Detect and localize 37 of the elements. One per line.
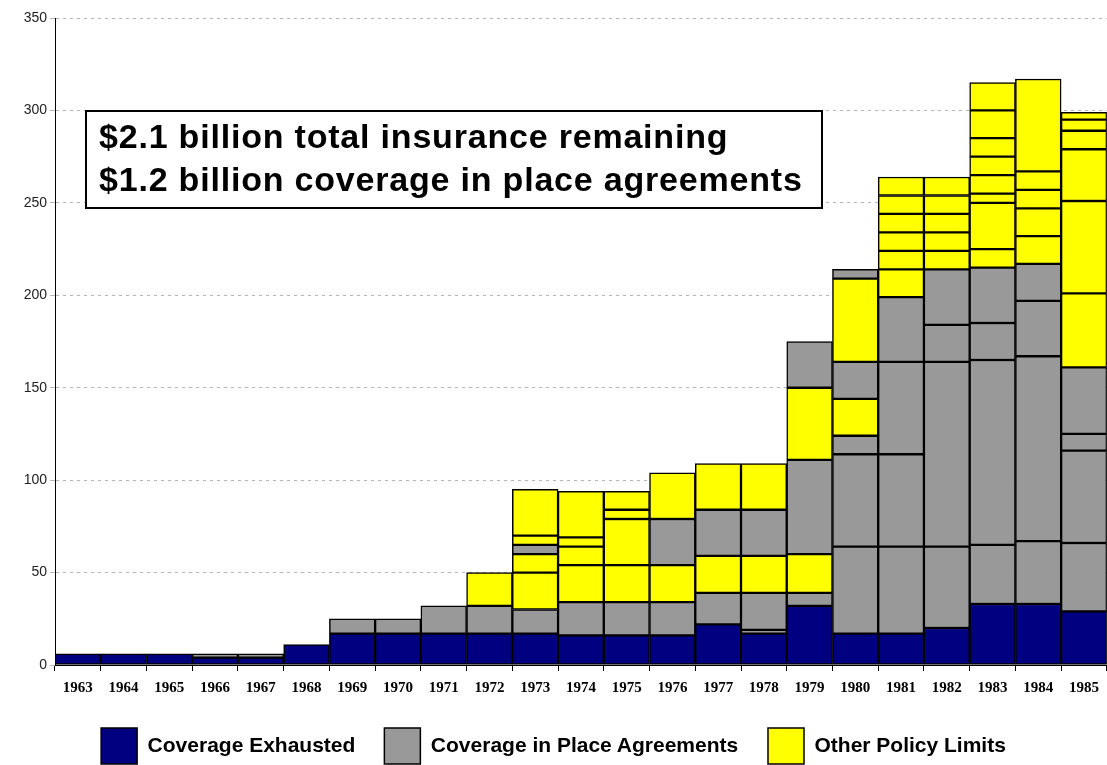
x-tick-label: 1976 (657, 678, 688, 695)
y-tick-label: 200 (23, 286, 48, 303)
x-tick-label: 1963 (62, 678, 93, 695)
x-tick-label: 1980 (840, 678, 871, 695)
x-tick-label: 1978 (748, 678, 779, 695)
x-tick-label: 1979 (794, 678, 825, 695)
legend-label: Other Policy Limits (814, 732, 1006, 756)
annotation: $1.2 billion coverage in place agreements (99, 159, 804, 200)
y-tick-label: 250 (23, 193, 48, 210)
legend-label: Coverage in Place Agreements (430, 732, 739, 756)
x-tick-label: 1983 (977, 678, 1008, 695)
x-tick-label: 1967 (245, 678, 277, 695)
x-tick-label: 1977 (703, 678, 734, 695)
legend-label: Coverage Exhausted (147, 732, 356, 756)
y-tick-label: 300 (23, 101, 48, 118)
x-tick-label: 1985 (1069, 678, 1099, 695)
x-tick-label: 1965 (154, 678, 185, 695)
annotation: $2.1 billion total insurance remaining (99, 116, 730, 157)
x-tick-label: 1984 (1023, 678, 1054, 695)
x-tick-label: 1975 (611, 678, 642, 695)
x-tick-label: 1969 (337, 678, 368, 695)
y-tick-label: 150 (23, 378, 48, 395)
y-tick-label: 100 (23, 471, 48, 487)
x-tick-label: 1981 (886, 678, 917, 695)
x-tick-label: 1971 (428, 678, 459, 695)
x-tick-label: 1974 (565, 678, 597, 695)
x-tick-label: 1968 (291, 678, 322, 695)
y-tick-label: 350 (23, 8, 48, 25)
x-tick-label: 1966 (200, 678, 231, 695)
x-tick-label: 1973 (520, 678, 551, 695)
x-tick-label: 1982 (931, 678, 962, 695)
x-tick-label: 1972 (474, 678, 505, 695)
x-tick-label: 1964 (108, 678, 140, 695)
y-tick-label: 50 (31, 563, 48, 580)
y-tick-label: 0 (39, 655, 48, 672)
text-box: $2.1 billion total insurance remaining $1.2 billion coverage in place agreements (85, 110, 823, 209)
x-tick-label: 1970 (383, 678, 413, 695)
